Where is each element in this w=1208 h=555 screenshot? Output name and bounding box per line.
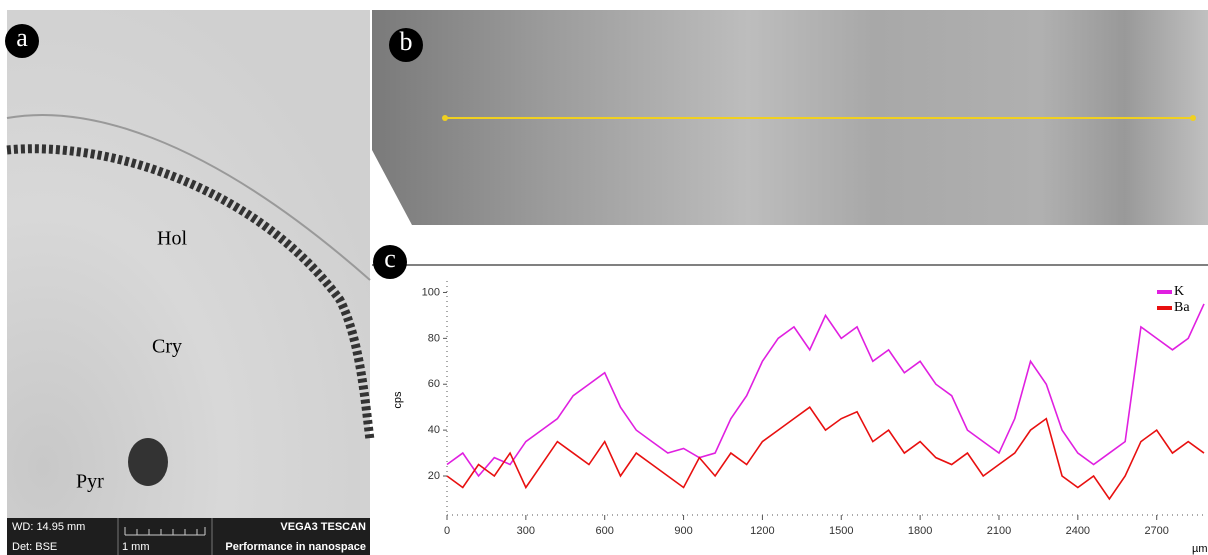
profile-end <box>1190 115 1196 121</box>
panel-a: WD: 14.95 mm Det: BSE 1 mm VEGA3 TESCAN … <box>5 10 375 555</box>
x-tick-label: 2400 <box>1066 525 1090 537</box>
panel-badge <box>389 28 423 62</box>
wd: WD: 14.95 mm <box>12 521 85 533</box>
x-tick-label: 300 <box>517 525 535 537</box>
x-tick-label: 600 <box>596 525 614 537</box>
y-tick-label: 20 <box>428 470 440 482</box>
x-tick-label: 2100 <box>987 525 1011 537</box>
region-label: Cry <box>152 336 182 358</box>
scale-label: 1 mm <box>122 541 150 553</box>
crust <box>6 144 375 441</box>
y-tick-label: 60 <box>428 378 440 390</box>
x-tick-label: 0 <box>444 525 450 537</box>
region-label: Hol <box>157 228 187 250</box>
series-line <box>446 406 1205 501</box>
panel-badge <box>373 245 407 279</box>
x-tick-label: 900 <box>674 525 692 537</box>
x-axis-label: µm <box>1192 543 1208 555</box>
series-line <box>446 303 1205 478</box>
x-tick-label: 1200 <box>750 525 774 537</box>
panel-c: c cps µm 20 40 60 80 100 0 300 600 900 1200 1500 18… <box>372 244 1208 555</box>
legend-label: K <box>1174 284 1184 299</box>
profile-end <box>442 115 448 121</box>
pyrite <box>128 438 168 486</box>
legend-label: Ba <box>1174 300 1190 315</box>
panel-badge <box>5 24 39 58</box>
brand: VEGA3 TESCAN <box>280 521 366 533</box>
x-tick-label: 1800 <box>908 525 932 537</box>
x-tick-label: 2700 <box>1144 525 1168 537</box>
panel-b: b <box>372 10 1208 225</box>
zone-line <box>6 114 371 281</box>
y-axis-label: cps <box>392 391 404 409</box>
scale-bar <box>124 527 206 536</box>
panel-label: b <box>400 27 413 56</box>
slogan: Performance in nanospace <box>225 541 366 553</box>
info-bar <box>7 518 370 555</box>
y-tick-label: 80 <box>428 332 440 344</box>
x-tick-label: 1500 <box>829 525 853 537</box>
y-tick-label: 40 <box>428 424 440 436</box>
panel-label: c <box>384 244 396 273</box>
panel-label: a <box>16 23 28 52</box>
region-label: Pyr <box>76 471 104 493</box>
det: Det: BSE <box>12 541 57 553</box>
y-tick-label: 100 <box>422 286 440 298</box>
